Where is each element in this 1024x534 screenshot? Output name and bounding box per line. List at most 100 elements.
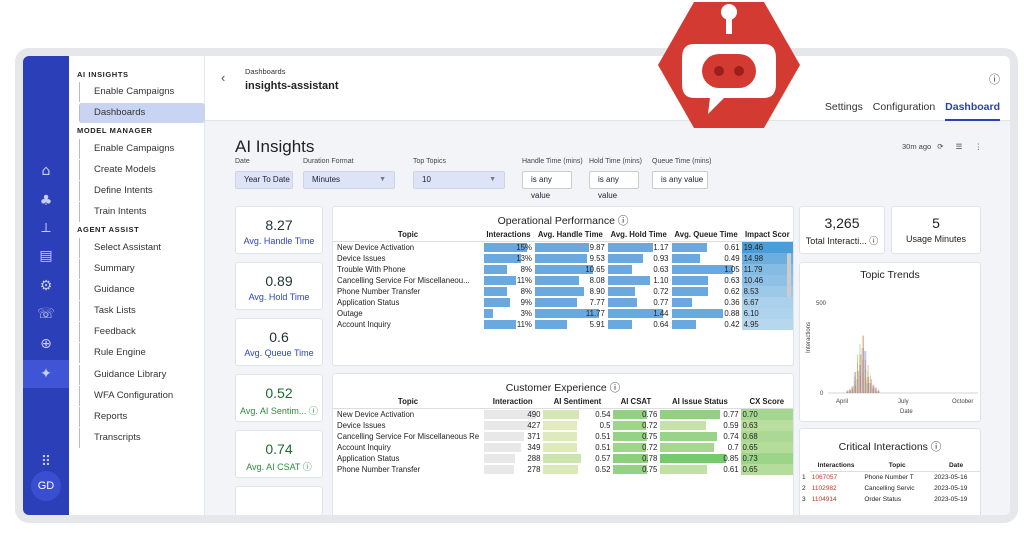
info-icon[interactable]: ⓘ <box>308 406 318 416</box>
nav-guidance-library[interactable]: Guidance Library <box>79 365 205 385</box>
kpi-card[interactable]: 0.52 Avg. AI Sentim... ⓘ <box>235 374 323 422</box>
col-header[interactable]: CX Score <box>740 395 793 409</box>
table-row[interactable]: Application Status 9% 7.77 0.77 0.36 6.67 <box>333 296 793 308</box>
kpi-card[interactable]: 0.89 Avg. Hold Time <box>235 262 323 310</box>
value-bar <box>484 253 522 263</box>
scrollbar[interactable] <box>787 253 791 298</box>
queue-time-filter[interactable]: is any value <box>652 171 708 189</box>
table-row[interactable]: 1 1067057 Phone Number T 2023-05-16 <box>800 472 980 483</box>
nav-select-assistant[interactable]: Select Assistant <box>79 238 205 258</box>
info-icon[interactable]: ⓘ <box>869 236 879 246</box>
kpi-card[interactable]: 8.27 Avg. Handle Time <box>235 206 323 254</box>
table-row[interactable]: Phone Number Transfer 8% 8.90 0.72 0.62 8.53 <box>333 285 793 297</box>
nav-rule-engine[interactable]: Rule Engine <box>79 343 205 363</box>
hold-time-filter[interactable]: is any value <box>589 171 639 200</box>
breadcrumb[interactable]: Dashboards <box>245 67 286 76</box>
table-row[interactable]: Cancelling Service For Miscellaneou... 11… <box>333 274 793 286</box>
col-header[interactable]: Interactions <box>809 460 863 472</box>
interaction-link[interactable]: 1067057 <box>811 473 838 481</box>
tab-settings[interactable]: Settings <box>824 101 863 113</box>
globe-icon[interactable]: ⊕ <box>40 336 52 352</box>
phone-icon[interactable]: ☏ <box>37 306 55 322</box>
col-header[interactable]: Impact Scor <box>741 228 793 242</box>
apps-grid-icon[interactable]: ⠿ <box>40 454 52 470</box>
table-row[interactable]: New Device Activation 15% 9.87 1.17 0.61 19.4… <box>333 241 793 253</box>
handle-time-filter[interactable]: is any value <box>522 171 572 200</box>
route-icon[interactable]: ⟂ <box>41 220 51 236</box>
table-row[interactable]: Account Inquiry 11% 5.91 0.64 0.42 4.95 <box>333 318 793 330</box>
info-icon[interactable]: ⓘ <box>930 441 942 453</box>
col-header[interactable]: Interaction <box>483 395 543 409</box>
col-header[interactable]: Avg. Queue Time <box>670 228 742 242</box>
table-row[interactable]: Device Issues 13% 9.53 0.93 0.49 14.98 <box>333 252 793 264</box>
value-bar <box>534 253 588 263</box>
value-cell: 0.7 <box>659 442 740 453</box>
kpi-card[interactable]: 0.6 Avg. Queue Time <box>235 318 323 366</box>
col-header[interactable]: Interactions <box>483 228 534 242</box>
cell-text: 1.17 <box>653 242 669 252</box>
date-filter[interactable]: Year To Date <box>235 171 293 189</box>
back-chevron-icon[interactable]: ‹ <box>221 70 226 85</box>
table-row[interactable]: Account Inquiry 349 0.51 0.72 0.7 0.65 <box>333 441 793 453</box>
ai-assist-icon[interactable]: ✦ <box>23 360 69 388</box>
table-row[interactable]: Device Issues 427 0.5 0.72 0.59 0.63 <box>333 419 793 431</box>
total-interactions-card[interactable]: 3,265 Total Interacti... ⓘ <box>799 206 885 254</box>
col-header[interactable]: AI CSAT <box>612 395 660 409</box>
cell-text: 10.46 <box>743 275 764 285</box>
users-icon[interactable]: ♣ <box>39 193 53 209</box>
table-row[interactable]: Trouble With Phone 8% 10.65 0.63 1.05 11.79 <box>333 263 793 275</box>
interaction-link[interactable]: 1104914 <box>811 495 837 503</box>
nav-transcripts[interactable]: Transcripts <box>79 428 205 448</box>
nav-feedback[interactable]: Feedback <box>79 322 205 342</box>
nav-dashboards[interactable]: Dashboards <box>79 103 205 123</box>
cell: 1 <box>802 473 806 481</box>
nav-train-intents[interactable]: Train Intents <box>79 202 205 222</box>
settings-icon[interactable]: ⚙ <box>39 278 53 294</box>
table-row[interactable]: Application Status 288 0.57 0.78 0.85 0.73 <box>333 452 793 464</box>
table-row[interactable]: Cancelling Service For Miscellaneous Re 3… <box>333 430 793 442</box>
nav-define-intents[interactable]: Define Intents <box>79 181 205 201</box>
kpi-card[interactable]: 0.74 Avg. AI CSAT ⓘ <box>235 430 323 478</box>
info-icon[interactable]: ⓘ <box>302 462 312 472</box>
nav-guidance[interactable]: Guidance <box>79 280 205 300</box>
nav-enable-campaigns[interactable]: Enable Campaigns <box>79 82 205 102</box>
tab-dashboard[interactable]: Dashboard <box>945 101 1000 121</box>
tab-configuration[interactable]: Configuration <box>872 101 936 113</box>
refresh-icon[interactable]: ⟳ <box>937 142 944 151</box>
table-row[interactable]: 3 1104914 Order Status 2023-05-19 <box>800 494 980 505</box>
nav-task-lists[interactable]: Task Lists <box>79 301 205 321</box>
x-tick: October <box>952 399 973 405</box>
nav-mm-enable-campaigns[interactable]: Enable Campaigns <box>79 139 205 159</box>
col-header[interactable]: Avg. Hold Time <box>606 228 671 242</box>
table-row[interactable]: New Device Activation 490 0.54 0.76 0.77 0.70 <box>333 408 793 420</box>
duration-format-select[interactable]: Minutes ▼ <box>303 171 395 189</box>
table-row[interactable]: 2 1102982 Cancelling Servic 2023-05-19 <box>800 483 980 494</box>
nav-reports[interactable]: Reports <box>79 407 205 427</box>
info-icon[interactable]: ⓘ <box>609 382 621 394</box>
value-bar <box>484 410 537 419</box>
home-icon[interactable]: ⌂ <box>41 163 51 179</box>
table-row[interactable]: Phone Number Transfer 278 0.52 0.75 0.61 0.65 <box>333 463 793 475</box>
info-icon[interactable]: ⓘ <box>617 215 629 227</box>
col-header[interactable]: Topic <box>333 228 483 242</box>
cell-text: 0.74 <box>723 431 739 441</box>
nav-create-models[interactable]: Create Models <box>79 160 205 180</box>
col-header[interactable]: AI Sentiment <box>542 395 613 409</box>
header: ‹ Dashboards insights-assistant ⓘ Settin… <box>205 56 1010 121</box>
info-icon[interactable]: ⓘ <box>989 74 1000 86</box>
col-header[interactable]: AI Issue Status <box>659 395 741 409</box>
document-icon[interactable]: ▤ <box>39 248 53 264</box>
filter-icon[interactable]: ☰ <box>955 142 963 151</box>
col-header[interactable]: Topic <box>862 460 933 472</box>
col-header[interactable]: Date <box>932 460 980 472</box>
top-topics-select[interactable]: 10 ▼ <box>413 171 505 189</box>
usage-minutes-card[interactable]: 5 Usage Minutes <box>891 206 981 254</box>
nav-wfa-configuration[interactable]: WFA Configuration <box>79 386 205 406</box>
interaction-link[interactable]: 1102982 <box>811 484 837 492</box>
more-icon[interactable]: ⋮ <box>974 142 983 151</box>
table-row[interactable]: Outage 3% 11.77 1.44 0.88 6.10 <box>333 307 793 319</box>
col-header[interactable]: Avg. Handle Time <box>533 228 607 242</box>
avatar[interactable]: GD <box>31 471 61 501</box>
nav-summary[interactable]: Summary <box>79 259 205 279</box>
col-header[interactable]: Topic <box>333 395 483 409</box>
